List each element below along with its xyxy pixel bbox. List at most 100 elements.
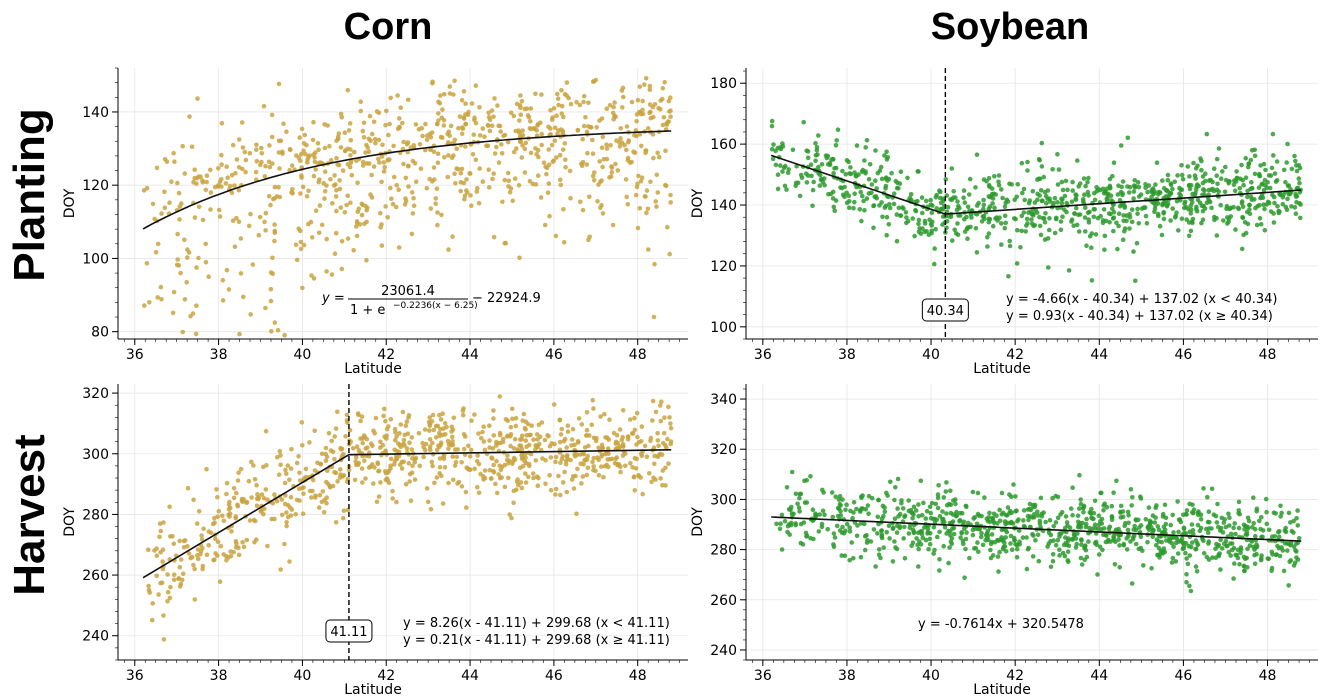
scatter-point <box>591 464 596 469</box>
scatter-point <box>548 132 553 137</box>
scatter-point <box>466 109 471 115</box>
scatter-point <box>423 147 428 153</box>
scatter-point <box>450 427 456 432</box>
scatter-point <box>820 180 826 185</box>
scatter-point <box>1060 197 1065 202</box>
scatter-point <box>458 188 464 194</box>
scatter-point <box>320 489 326 494</box>
scatter-point <box>656 443 661 449</box>
scatter-point <box>332 469 337 475</box>
scatter-point <box>1012 537 1017 543</box>
scatter-point <box>1254 508 1259 514</box>
scatter-point <box>1038 232 1044 238</box>
scatter-point <box>890 559 896 564</box>
scatter-point <box>381 160 387 165</box>
scatter-point <box>894 185 900 191</box>
scatter-point <box>177 217 182 222</box>
scatter-point <box>599 145 605 150</box>
scatter-point <box>359 414 365 419</box>
scatter-point <box>497 432 503 438</box>
scatter-point <box>191 562 196 568</box>
scatter-point <box>378 439 383 445</box>
scatter-point <box>665 436 670 442</box>
scatter-point <box>835 513 841 519</box>
scatter-point <box>1015 182 1021 187</box>
scatter-point <box>613 161 618 167</box>
scatter-point <box>838 185 843 190</box>
scatter-point <box>623 177 629 182</box>
scatter-point <box>1050 558 1056 564</box>
scatter-point <box>999 221 1004 226</box>
scatter-point <box>154 165 160 171</box>
scatter-point <box>1091 214 1097 220</box>
scatter-point <box>204 466 209 472</box>
scatter-point <box>570 426 576 432</box>
scatter-point <box>586 237 591 243</box>
scatter-point <box>1245 546 1250 552</box>
scatter-point <box>593 468 598 474</box>
scatter-point <box>365 445 370 450</box>
scatter-point <box>915 542 920 548</box>
scatter-point <box>1181 543 1187 548</box>
scatter-point <box>1093 232 1099 237</box>
scatter-point <box>318 461 324 467</box>
scatter-point <box>637 132 643 137</box>
y-tick-label: 280 <box>82 507 109 523</box>
scatter-point <box>334 208 339 214</box>
scatter-point <box>1151 200 1157 206</box>
scatter-point <box>789 511 795 516</box>
scatter-point <box>1080 197 1086 202</box>
scatter-point <box>1154 542 1159 548</box>
scatter-point <box>514 101 520 107</box>
scatter-point <box>638 179 644 184</box>
scatter-point <box>587 433 592 438</box>
scatter-point <box>988 194 993 200</box>
scatter-point <box>522 170 528 175</box>
scatter-point <box>647 471 652 476</box>
scatter-point <box>335 136 341 142</box>
scatter-point <box>562 436 568 442</box>
scatter-point <box>1245 565 1250 570</box>
scatter-point <box>1108 193 1114 198</box>
scatter-point <box>1198 517 1204 522</box>
scatter-point <box>563 461 569 467</box>
scatter-point <box>1239 162 1244 168</box>
scatter-point <box>620 85 626 91</box>
scatter-point <box>1289 528 1295 534</box>
scatter-point <box>303 151 308 157</box>
scatter-point <box>1053 493 1058 499</box>
scatter-point <box>962 200 968 205</box>
scatter-point <box>180 329 186 335</box>
scatter-point <box>1014 554 1020 560</box>
scatter-point <box>642 443 648 449</box>
scatter-point <box>492 96 497 101</box>
scatter-point <box>882 153 887 158</box>
scatter-point <box>406 460 412 466</box>
scatter-point <box>1188 211 1194 216</box>
scatter-point <box>614 455 620 460</box>
scatter-point <box>1188 544 1194 550</box>
scatter-point <box>780 144 786 149</box>
scatter-point <box>1102 247 1107 252</box>
scatter-point <box>829 490 835 495</box>
scatter-point <box>385 215 391 220</box>
scatter-point <box>904 215 909 220</box>
scatter-point <box>634 112 640 117</box>
scatter-point <box>778 521 783 526</box>
scatter-point <box>636 439 642 445</box>
scatter-point <box>340 515 346 521</box>
scatter-point <box>1026 200 1032 206</box>
scatter-point <box>491 171 497 176</box>
scatter-point <box>583 115 588 120</box>
scatter-point <box>965 204 971 210</box>
scatter-point <box>773 148 778 154</box>
scatter-point <box>235 478 241 483</box>
scatter-point <box>1214 173 1219 178</box>
scatter-point <box>1118 189 1124 195</box>
scatter-point <box>1077 472 1082 478</box>
scatter-point <box>480 429 485 435</box>
scatter-point <box>1275 543 1280 549</box>
scatter-point <box>634 410 640 416</box>
scatter-point <box>404 419 410 424</box>
scatter-point <box>221 552 226 557</box>
